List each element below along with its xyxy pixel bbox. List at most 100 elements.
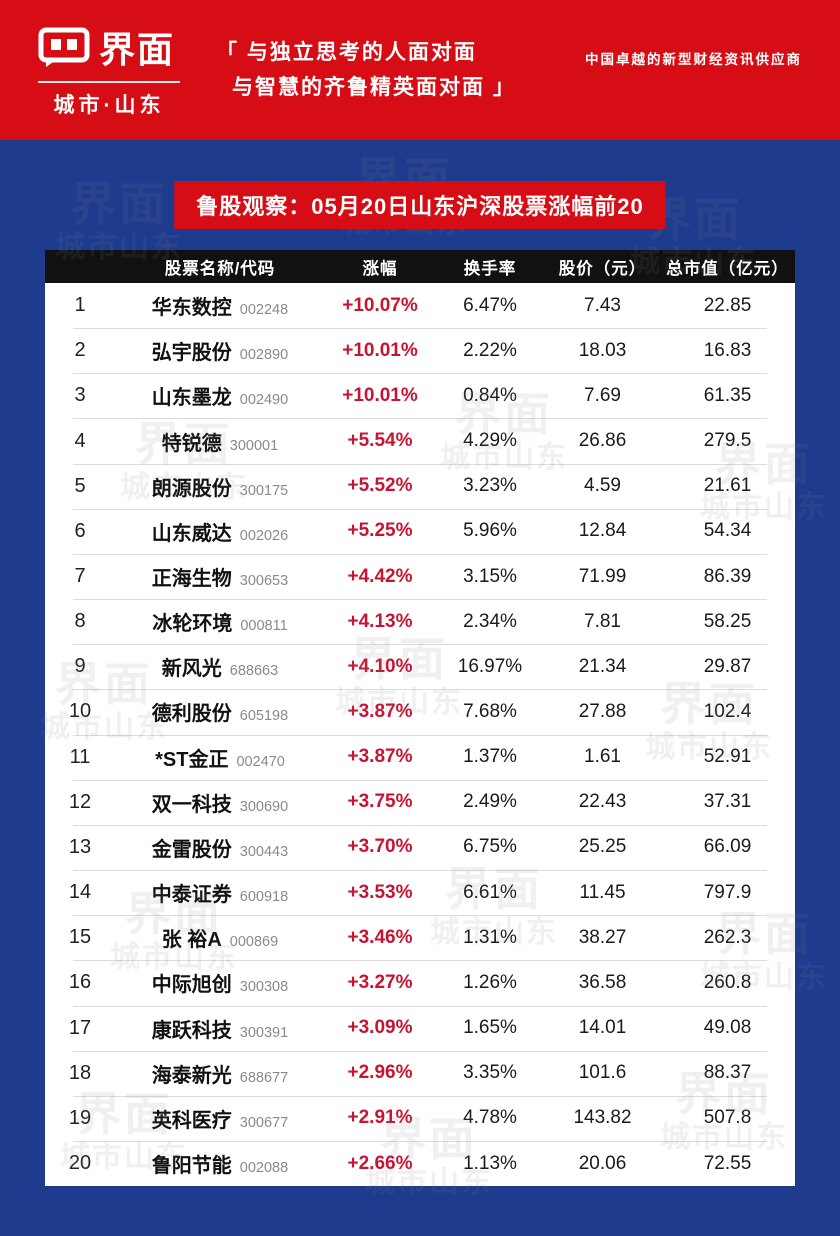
name-cell: 山东威达 002026 bbox=[115, 517, 325, 546]
stock-code: 002890 bbox=[239, 347, 289, 364]
name-cell: 冰轮环境 000811 bbox=[115, 607, 325, 636]
marketcap-cell: 279.5 bbox=[703, 430, 752, 452]
turnover-cell: 16.97% bbox=[457, 655, 523, 677]
stock-code: 000811 bbox=[240, 618, 288, 635]
change-cell: +4.42% bbox=[347, 565, 413, 587]
rank-cell: 18 bbox=[68, 1061, 92, 1084]
price-cell: 11.45 bbox=[579, 881, 626, 903]
price-cell: 1.61 bbox=[584, 746, 621, 768]
name-cell: 德利股份 605198 bbox=[115, 697, 325, 726]
masthead: 界面 城市·山东 「 与独立思考的人面对面 与智慧的齐鲁精英面对面 」 中国卓越… bbox=[0, 0, 840, 140]
table-header: 股票名称/代码 涨幅 换手率 股价（元） 总市值（亿元） bbox=[45, 250, 795, 283]
turnover-cell: 1.65% bbox=[463, 1017, 517, 1039]
rank-cell: 5 bbox=[74, 474, 86, 497]
rank-cell: 19 bbox=[68, 1106, 92, 1129]
rank-cell: 11 bbox=[69, 745, 91, 768]
stock-name: 鲁阳节能 bbox=[151, 1155, 232, 1178]
jiemian-logo-icon bbox=[38, 27, 90, 67]
turnover-cell: 1.37% bbox=[463, 746, 517, 768]
stock-code: 300677 bbox=[239, 1114, 289, 1131]
stock-code: 002088 bbox=[239, 1160, 289, 1177]
stock-code: 002248 bbox=[239, 302, 289, 319]
stock-code: 688677 bbox=[239, 1069, 289, 1086]
name-cell: 弘宇股份 002890 bbox=[115, 336, 325, 365]
turnover-cell: 1.13% bbox=[463, 1152, 517, 1174]
price-cell: 12.84 bbox=[578, 520, 627, 542]
marketcap-cell: 22.85 bbox=[703, 294, 752, 316]
price-cell: 14.01 bbox=[578, 1017, 627, 1039]
change-cell: +3.09% bbox=[347, 1017, 413, 1039]
change-cell: +5.52% bbox=[347, 475, 413, 497]
marketcap-cell: 29.87 bbox=[703, 655, 752, 677]
stock-name: 康跃科技 bbox=[151, 1019, 232, 1042]
name-cell: 张 裕A 000869 bbox=[115, 923, 325, 952]
marketcap-cell: 507.8 bbox=[703, 1107, 752, 1129]
turnover-cell: 4.29% bbox=[463, 430, 517, 452]
stock-name: *ST金正 bbox=[155, 748, 229, 771]
slogan: 「 与独立思考的人面对面 与智慧的齐鲁精英面对面 」 bbox=[216, 35, 516, 105]
name-cell: 中泰证券 600918 bbox=[115, 878, 325, 907]
marketcap-cell: 88.37 bbox=[703, 1062, 752, 1084]
stock-name: 张 裕A bbox=[161, 929, 222, 952]
stock-code: 300443 bbox=[239, 843, 289, 860]
column-header-price: 股价（元） bbox=[558, 259, 647, 278]
price-cell: 25.25 bbox=[578, 836, 627, 858]
table-row: 18 海泰新光 688677 +2.96% 3.35% 101.6 88.37 bbox=[45, 1050, 795, 1096]
change-cell: +10.01% bbox=[342, 339, 418, 361]
change-cell: +3.75% bbox=[347, 791, 413, 813]
name-cell: 英科医疗 300677 bbox=[115, 1104, 325, 1133]
name-cell: 双一科技 300690 bbox=[115, 788, 325, 817]
marketcap-cell: 260.8 bbox=[703, 971, 752, 993]
price-cell: 38.27 bbox=[578, 926, 627, 948]
stock-code: 300175 bbox=[239, 482, 289, 499]
price-cell: 26.86 bbox=[578, 430, 627, 452]
table-row: 7 正海生物 300653 +4.42% 3.15% 71.99 86.39 bbox=[45, 553, 795, 599]
price-cell: 27.88 bbox=[578, 700, 627, 722]
stock-name: 山东墨龙 bbox=[151, 387, 232, 410]
change-cell: +4.10% bbox=[347, 655, 413, 677]
name-cell: *ST金正 002470 bbox=[115, 743, 325, 772]
rank-cell: 10 bbox=[68, 700, 92, 723]
marketcap-cell: 797.9 bbox=[703, 881, 752, 903]
rank-cell: 1 bbox=[74, 294, 86, 317]
turnover-cell: 6.47% bbox=[463, 294, 517, 316]
column-header-marketcap: 总市值（亿元） bbox=[666, 259, 789, 278]
table-row: 4 特锐德 300001 +5.54% 4.29% 26.86 279.5 bbox=[45, 418, 795, 463]
price-cell: 7.43 bbox=[584, 294, 621, 316]
marketcap-cell: 54.34 bbox=[703, 520, 752, 542]
stock-name: 华东数控 bbox=[151, 297, 232, 320]
table-row: 5 朗源股份 300175 +5.52% 3.23% 4.59 21.61 bbox=[45, 463, 795, 509]
rank-cell: 14 bbox=[68, 881, 92, 904]
stock-name: 双一科技 bbox=[151, 793, 232, 816]
table-row: 12 双一科技 300690 +3.75% 2.49% 22.43 37.31 bbox=[45, 779, 795, 825]
stock-table: 股票名称/代码 涨幅 换手率 股价（元） 总市值（亿元） 1 华东数控 002248… bbox=[45, 250, 795, 1186]
name-cell: 鲁阳节能 002088 bbox=[115, 1149, 325, 1178]
stock-code: 605198 bbox=[239, 708, 289, 725]
marketcap-cell: 61.35 bbox=[703, 384, 752, 406]
column-header-name: 股票名称/代码 bbox=[164, 259, 276, 278]
brand-logo: 界面 城市·山东 bbox=[38, 21, 188, 119]
marketcap-cell: 262.3 bbox=[703, 926, 752, 948]
rank-cell: 15 bbox=[68, 926, 92, 949]
stock-name: 中泰证券 bbox=[151, 884, 232, 907]
stock-code: 600918 bbox=[239, 889, 289, 906]
rank-cell: 12 bbox=[68, 790, 92, 813]
price-cell: 71.99 bbox=[578, 565, 627, 587]
stock-name: 中际旭创 bbox=[151, 974, 232, 997]
turnover-cell: 4.78% bbox=[463, 1107, 517, 1129]
marketcap-cell: 66.09 bbox=[703, 836, 752, 858]
change-cell: +3.46% bbox=[347, 926, 413, 948]
stock-code: 300690 bbox=[239, 798, 289, 815]
stock-name: 冰轮环境 bbox=[152, 613, 233, 636]
table-row: 10 德利股份 605198 +3.87% 7.68% 27.88 102.4 bbox=[45, 689, 795, 734]
brand-name: 界面 bbox=[99, 29, 176, 70]
turnover-cell: 1.26% bbox=[463, 971, 517, 993]
price-cell: 7.81 bbox=[584, 610, 621, 632]
name-cell: 正海生物 300653 bbox=[115, 562, 325, 591]
stock-name: 英科医疗 bbox=[151, 1109, 232, 1132]
stock-code: 300653 bbox=[239, 573, 289, 590]
stock-code: 000869 bbox=[229, 934, 279, 951]
turnover-cell: 5.96% bbox=[463, 520, 517, 542]
page-title: 鲁股观察：05月20日山东沪深股票涨幅前20 bbox=[174, 181, 666, 229]
price-cell: 22.43 bbox=[578, 791, 627, 813]
